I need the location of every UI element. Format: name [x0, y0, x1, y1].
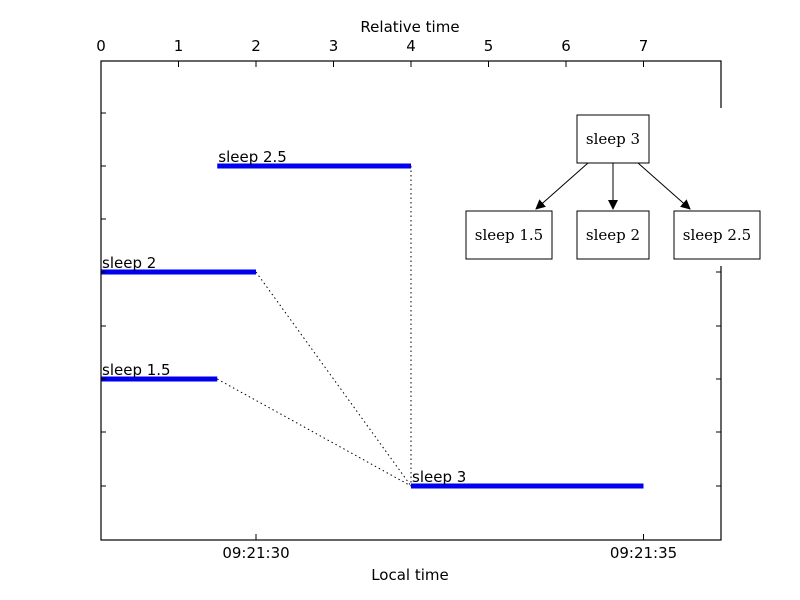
task-label-3: sleep 3 — [412, 468, 466, 486]
graph-node-child-1: sleep 1.5 — [465, 210, 553, 260]
top-tick-label-1: 1 — [174, 37, 184, 55]
graph-node-child-1-label: sleep 1.5 — [475, 226, 543, 244]
dependency-lines — [217, 166, 412, 487]
top-tick-label-5: 5 — [484, 37, 494, 55]
plot-frame — [100, 60, 722, 541]
task-bars: sleep 2.5 sleep 2 sleep 1.5 sleep 3 — [101, 148, 644, 489]
top-axis-label: Relative time — [360, 18, 459, 36]
dependency-line-1 — [255, 271, 412, 487]
graph-node-child-3-label: sleep 2.5 — [683, 226, 751, 244]
top-tick-label-6: 6 — [561, 37, 571, 55]
task-label-0: sleep 2.5 — [218, 148, 287, 166]
top-tick-label-2: 2 — [251, 37, 261, 55]
task-bar-3 — [411, 483, 644, 489]
bottom-axis-label: Local time — [371, 566, 449, 584]
graph-node-child-2-label: sleep 2 — [586, 226, 640, 244]
bottom-tick-label-1: 09:21:35 — [610, 544, 677, 562]
dependency-line-2 — [217, 378, 412, 487]
top-tick-label-3: 3 — [329, 37, 339, 55]
dependency-graph: sleep 3 sleep 1.5 sleep 2 sleep 2.5 — [462, 108, 762, 266]
graph-node-root: sleep 3 — [576, 114, 650, 164]
graph-edge-root-to-sleep-2-5 — [637, 162, 691, 210]
graph-node-child-2: sleep 2 — [576, 210, 650, 260]
graph-edge-root-to-sleep-1-5 — [535, 162, 589, 210]
top-tick-label-7: 7 — [639, 37, 649, 55]
task-label-1: sleep 2 — [102, 254, 156, 272]
task-bar-2 — [101, 376, 218, 382]
bottom-tick-label-0: 09:21:30 — [222, 544, 289, 562]
task-bar-0 — [217, 163, 411, 169]
task-label-2: sleep 1.5 — [102, 361, 171, 379]
axis-ticks: 0 1 2 3 4 5 6 7 09:21:30 09:21:35 — [96, 37, 721, 562]
top-tick-label-0: 0 — [96, 37, 106, 55]
task-bar-1 — [101, 269, 256, 275]
graph-node-child-3: sleep 2.5 — [673, 210, 761, 260]
graph-node-root-label: sleep 3 — [586, 130, 640, 148]
top-tick-label-4: 4 — [406, 37, 416, 55]
